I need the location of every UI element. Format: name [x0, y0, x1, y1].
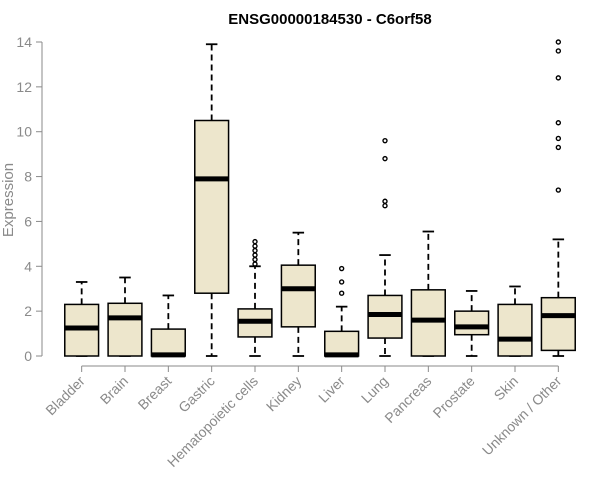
box-breast: [150, 294, 186, 358]
box-rect: [540, 296, 576, 352]
box-unknown-other: [540, 39, 576, 357]
x-tick-label: Prostate: [430, 373, 478, 421]
box-hematopoietic-cells: [237, 238, 273, 357]
box-gastric: [194, 43, 230, 357]
outlier-point: [555, 75, 562, 81]
outlier-point: [555, 48, 562, 54]
y-tick-label: 14: [16, 34, 32, 50]
outlier-point: [555, 135, 562, 142]
box-rect: [324, 330, 360, 357]
chart-title: ENSG00000184530 - C6orf58: [228, 11, 431, 28]
y-tick-label: 10: [16, 124, 32, 140]
box-rect: [150, 328, 186, 357]
outlier-point: [252, 256, 258, 263]
outlier-point: [338, 279, 345, 285]
box-rect: [454, 310, 490, 336]
outlier-point: [555, 39, 562, 45]
box-prostate: [454, 290, 490, 357]
outlier-point: [382, 198, 388, 204]
y-tick-label: 0: [24, 348, 32, 364]
box-rect: [194, 119, 230, 294]
outlier-point: [555, 187, 562, 193]
y-tick-label: 2: [24, 303, 32, 319]
x-tick-label: Brain: [97, 373, 131, 407]
outlier-point: [382, 137, 388, 144]
x-tick-label: Breast: [135, 373, 175, 413]
x-tick-label: Bladder: [42, 373, 88, 419]
outlier-point: [338, 290, 345, 296]
x-tick-label: Liver: [315, 373, 348, 406]
outlier-point: [252, 252, 258, 258]
box-bladder: [64, 281, 100, 357]
box-rect: [497, 303, 533, 357]
outlier-point: [252, 238, 258, 245]
box-lung: [367, 137, 403, 357]
outlier-point: [555, 144, 562, 151]
box-series: [64, 39, 576, 358]
y-axis: 0 2 4 6 8 10 12 14: [16, 34, 43, 364]
outlier-point: [252, 261, 258, 267]
y-tick-label: 4: [24, 258, 32, 274]
box-rect: [107, 302, 143, 357]
y-axis-label: Expression: [0, 163, 17, 237]
outlier-point: [252, 243, 258, 249]
x-tick-label: Unknown / Other: [479, 373, 565, 459]
outlier-point: [338, 265, 345, 272]
box-kidney: [280, 231, 316, 357]
box-rect: [280, 264, 316, 328]
outlier-point: [555, 120, 562, 126]
box-liver: [324, 265, 360, 358]
x-tick-label: Kidney: [263, 373, 305, 415]
x-tick-label: Gastric: [175, 373, 218, 416]
outlier-point: [252, 247, 258, 254]
outlier-point: [382, 155, 388, 162]
y-tick-label: 12: [16, 79, 32, 95]
box-rect: [410, 289, 446, 357]
x-tick-label: Skin: [491, 373, 522, 404]
box-skin: [497, 285, 533, 357]
outlier-point: [382, 203, 388, 209]
x-tick-label: Lung: [358, 373, 391, 406]
y-tick-label: 8: [24, 169, 32, 185]
x-tick-label: Pancreas: [381, 373, 434, 426]
box-pancreas: [410, 230, 446, 357]
box-brain: [107, 276, 143, 357]
y-tick-label: 6: [24, 213, 32, 229]
